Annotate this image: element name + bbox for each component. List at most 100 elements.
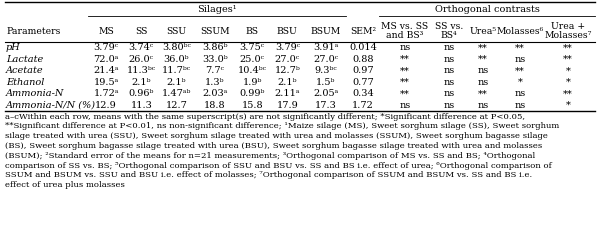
- Text: SSUM: SSUM: [200, 27, 230, 35]
- Text: 7.7ᶜ: 7.7ᶜ: [206, 66, 224, 75]
- Text: **: **: [400, 89, 410, 98]
- Text: 18.8: 18.8: [204, 101, 226, 110]
- Text: 11.3ᵇᶜ: 11.3ᵇᶜ: [127, 66, 156, 75]
- Text: MS vs. SS
and BS³: MS vs. SS and BS³: [382, 22, 428, 40]
- Text: 27.0ᶜ: 27.0ᶜ: [275, 55, 300, 64]
- Text: **: **: [563, 89, 573, 98]
- Text: **: **: [515, 43, 525, 52]
- Text: ns: ns: [443, 89, 455, 98]
- Text: ns: ns: [400, 43, 410, 52]
- Text: 0.97: 0.97: [352, 66, 374, 75]
- Text: 3.75ᶜ: 3.75ᶜ: [239, 43, 265, 52]
- Text: 11.7ᵇᶜ: 11.7ᵇᶜ: [162, 66, 191, 75]
- Text: **: **: [478, 43, 488, 52]
- Text: 25.0ᶜ: 25.0ᶜ: [240, 55, 265, 64]
- Text: 3.91ᵃ: 3.91ᵃ: [313, 43, 338, 52]
- Text: BS: BS: [246, 27, 259, 35]
- Text: 1.3ᵇ: 1.3ᵇ: [205, 78, 225, 87]
- Text: **: **: [563, 55, 573, 64]
- Text: (BS), Sweet sorghum bagasse silage treated with urea (BSU), Sweet sorghum bagass: (BS), Sweet sorghum bagasse silage treat…: [5, 142, 542, 150]
- Text: *: *: [566, 101, 571, 110]
- Text: SS: SS: [135, 27, 148, 35]
- Text: *: *: [517, 78, 522, 87]
- Text: ns: ns: [443, 66, 455, 75]
- Text: 19.5ᵃ: 19.5ᵃ: [94, 78, 119, 87]
- Text: ns: ns: [514, 55, 526, 64]
- Text: 0.014: 0.014: [349, 43, 377, 52]
- Text: **: **: [563, 43, 573, 52]
- Text: Molasses⁶: Molasses⁶: [496, 27, 544, 35]
- Text: *: *: [566, 78, 571, 87]
- Text: 11.3: 11.3: [130, 101, 152, 110]
- Text: 2.1ᵇ: 2.1ᵇ: [167, 78, 186, 87]
- Text: ns: ns: [443, 43, 455, 52]
- Text: 12.9: 12.9: [95, 101, 117, 110]
- Text: 2.11ᵃ: 2.11ᵃ: [275, 89, 300, 98]
- Text: ns: ns: [478, 66, 488, 75]
- Text: *: *: [566, 66, 571, 75]
- Text: BSUM: BSUM: [311, 27, 341, 35]
- Text: (BSUM); ²Standard error of the means for n=21 measurements; ³Orthogonal comparis: (BSUM); ²Standard error of the means for…: [5, 152, 535, 160]
- Text: Ethanol: Ethanol: [6, 78, 44, 87]
- Text: ns: ns: [478, 101, 488, 110]
- Text: 10.4ᵇᶜ: 10.4ᵇᶜ: [238, 66, 267, 75]
- Text: pH: pH: [6, 43, 21, 52]
- Text: 2.1ᵇ: 2.1ᵇ: [278, 78, 297, 87]
- Text: Ammonia-N: Ammonia-N: [6, 89, 64, 98]
- Text: 17.9: 17.9: [277, 101, 298, 110]
- Text: **Significant difference at P<0.01, ns non-significant difference; ¹Maize silage: **Significant difference at P<0.01, ns n…: [5, 122, 559, 130]
- Text: **: **: [515, 66, 525, 75]
- Text: 3.86ᵇ: 3.86ᵇ: [202, 43, 228, 52]
- Text: 0.96ᵇ: 0.96ᵇ: [128, 89, 154, 98]
- Text: ns: ns: [443, 101, 455, 110]
- Text: 1.5ᵇ: 1.5ᵇ: [316, 78, 335, 87]
- Text: a–cWithin each row, means with the same superscript(s) are not significantly dif: a–cWithin each row, means with the same …: [5, 112, 525, 120]
- Text: ns: ns: [478, 78, 488, 87]
- Text: 15.8: 15.8: [241, 101, 263, 110]
- Text: **: **: [400, 55, 410, 64]
- Text: 12.7ᵇ: 12.7ᵇ: [274, 66, 300, 75]
- Text: 3.74ᶜ: 3.74ᶜ: [128, 43, 154, 52]
- Text: **: **: [478, 89, 488, 98]
- Text: 0.99ᵇ: 0.99ᵇ: [239, 89, 265, 98]
- Text: silage treated with urea (SSU), Sweet sorghum silage treated with urea and molas: silage treated with urea (SSU), Sweet so…: [5, 132, 548, 140]
- Text: 2.03ᵃ: 2.03ᵃ: [202, 89, 227, 98]
- Text: 1.9ᵇ: 1.9ᵇ: [242, 78, 262, 87]
- Text: 36.0ᵇ: 36.0ᵇ: [164, 55, 189, 64]
- Text: 12.7: 12.7: [166, 101, 187, 110]
- Text: Lactate: Lactate: [6, 55, 43, 64]
- Text: comparison of SS vs. BS; ⁵Orthogonal comparison of SSU and BSU vs. SS and BS i.e: comparison of SS vs. BS; ⁵Orthogonal com…: [5, 161, 552, 169]
- Text: 1.72ᵃ: 1.72ᵃ: [94, 89, 119, 98]
- Text: **: **: [478, 55, 488, 64]
- Text: BSU: BSU: [277, 27, 298, 35]
- Text: ns: ns: [514, 101, 526, 110]
- Text: ns: ns: [443, 78, 455, 87]
- Text: 3.79ᶜ: 3.79ᶜ: [94, 43, 119, 52]
- Text: 1.72: 1.72: [352, 101, 374, 110]
- Text: effect of urea plus molasses: effect of urea plus molasses: [5, 181, 125, 189]
- Text: SSU: SSU: [166, 27, 187, 35]
- Text: 3.79ᶜ: 3.79ᶜ: [275, 43, 300, 52]
- Text: ns: ns: [400, 101, 410, 110]
- Text: ns: ns: [443, 55, 455, 64]
- Text: SSUM and BSUM vs. SSU and BSU i.e. effect of molasses; ⁷Orthogonal comparison of: SSUM and BSUM vs. SSU and BSU i.e. effec…: [5, 171, 532, 179]
- Text: Parameters: Parameters: [6, 27, 61, 35]
- Text: 17.3: 17.3: [315, 101, 337, 110]
- Text: **: **: [400, 66, 410, 75]
- Text: 1.47ᵃᵇ: 1.47ᵃᵇ: [161, 89, 191, 98]
- Text: 33.0ᵇ: 33.0ᵇ: [202, 55, 228, 64]
- Text: 9.3ᵇᶜ: 9.3ᵇᶜ: [314, 66, 337, 75]
- Text: 3.80ᵇᶜ: 3.80ᵇᶜ: [162, 43, 191, 52]
- Text: 0.34: 0.34: [352, 89, 374, 98]
- Text: 0.77: 0.77: [352, 78, 374, 87]
- Text: 2.1ᵇ: 2.1ᵇ: [131, 78, 151, 87]
- Text: Silages¹: Silages¹: [197, 5, 237, 14]
- Text: Ammonia-N/N (%): Ammonia-N/N (%): [6, 101, 96, 110]
- Text: 27.0ᶜ: 27.0ᶜ: [313, 55, 338, 64]
- Text: SS vs.
BS⁴: SS vs. BS⁴: [435, 22, 463, 40]
- Text: 2.05ᵃ: 2.05ᵃ: [313, 89, 338, 98]
- Text: Orthogonal contrasts: Orthogonal contrasts: [435, 5, 539, 14]
- Text: 26.0ᶜ: 26.0ᶜ: [129, 55, 154, 64]
- Text: SEM²: SEM²: [350, 27, 376, 35]
- Text: Urea⁵: Urea⁵: [469, 27, 497, 35]
